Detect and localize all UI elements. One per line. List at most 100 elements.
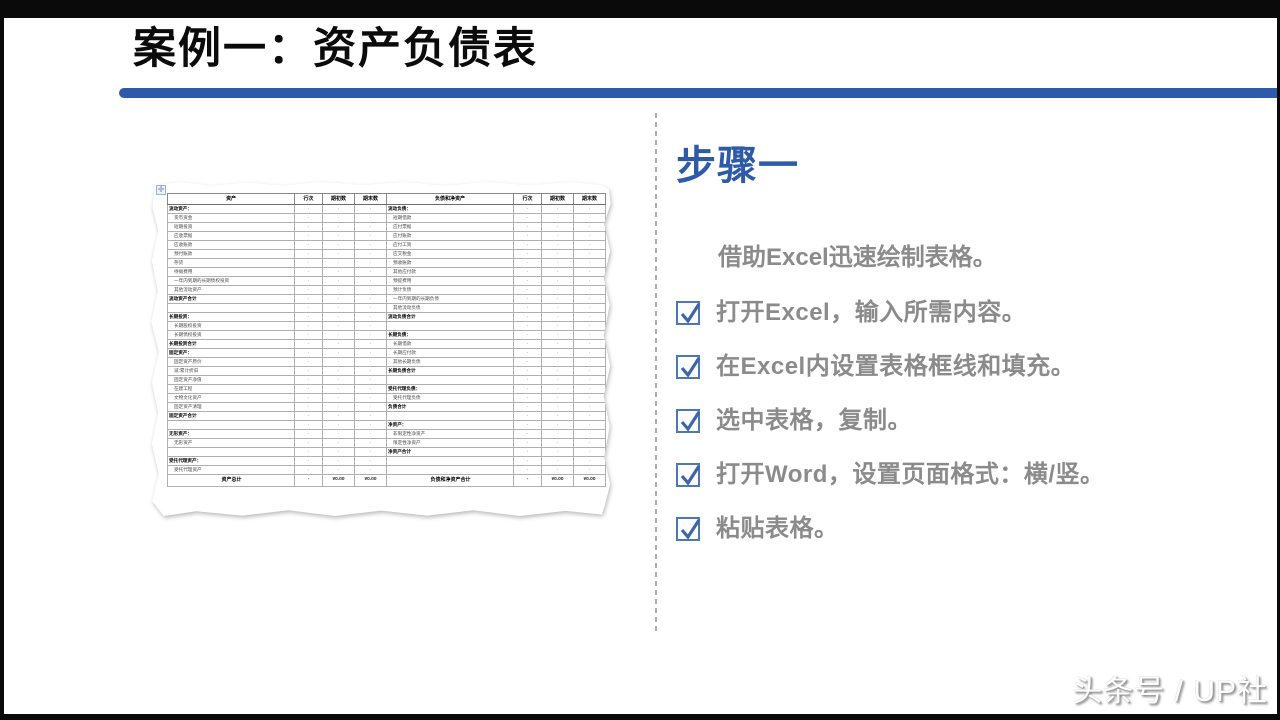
table-row: 文物文化资产 - - - 受托代理负债 - - - bbox=[167, 393, 606, 403]
table-cell: 其他应付款 bbox=[386, 267, 514, 277]
table-cell: - bbox=[294, 258, 323, 268]
table-cell: - bbox=[322, 213, 355, 223]
table-cell: - bbox=[541, 411, 574, 421]
table-cell: 流动负债： bbox=[386, 204, 514, 214]
table-cell: - bbox=[294, 465, 323, 475]
table-cell: - bbox=[322, 366, 355, 376]
table-cell: 短期投资 bbox=[167, 222, 295, 232]
table-cell: - bbox=[513, 348, 542, 358]
table-row: 流动资产合计 - - - 一年内到期的长期负债 - - - bbox=[167, 294, 606, 304]
table-cell: - bbox=[513, 240, 542, 250]
letterbox-right bbox=[1277, 0, 1280, 720]
table-cell: 固定资产合计 bbox=[167, 411, 295, 421]
table-cell: - bbox=[322, 420, 355, 430]
checklist-item: 选中表格，复制。 bbox=[676, 406, 1262, 436]
table-cell: - bbox=[294, 276, 323, 286]
table-cell: ¥0.00 bbox=[573, 474, 606, 487]
table-cell: - bbox=[573, 204, 606, 214]
table-cell: - bbox=[573, 339, 606, 349]
table-cell: 预计负债 bbox=[386, 285, 514, 295]
table-row: 受托代理资产 - - - - - - bbox=[167, 465, 606, 475]
table-cell: - bbox=[513, 438, 542, 448]
table-cell: - bbox=[573, 213, 606, 223]
table-cell: - bbox=[354, 348, 387, 358]
table-cell: - bbox=[573, 411, 606, 421]
table-cell: - bbox=[354, 429, 387, 439]
letterbox-top bbox=[0, 0, 1280, 18]
table-cell: - bbox=[294, 357, 323, 367]
table-move-anchor-icon: ✛ bbox=[156, 185, 166, 195]
table-cell: - bbox=[513, 321, 542, 331]
table-cell: - bbox=[294, 411, 323, 421]
table-cell: 受托代理资产 bbox=[167, 465, 295, 475]
table-cell: - bbox=[294, 231, 323, 241]
table-cell: - bbox=[573, 276, 606, 286]
table-cell: - bbox=[294, 474, 323, 487]
table-cell: - bbox=[354, 276, 387, 286]
table-header-cell: 行次 bbox=[513, 193, 542, 205]
table-cell: - bbox=[541, 339, 574, 349]
table-row: - - - 其他流动负债 - - - bbox=[167, 303, 606, 313]
table-cell: - bbox=[294, 375, 323, 385]
table-cell: 应收账款 bbox=[167, 240, 295, 250]
table-cell: - bbox=[573, 357, 606, 367]
table-cell: ¥0.00 bbox=[541, 474, 574, 487]
table-cell: - bbox=[513, 204, 542, 214]
table-cell: - bbox=[513, 429, 542, 439]
table-cell: - bbox=[513, 339, 542, 349]
table-cell: - bbox=[354, 258, 387, 268]
table-row: 长期投资合计 - - - 长期借款 - - - bbox=[167, 339, 606, 349]
table-cell: - bbox=[513, 258, 542, 268]
table-cell: - bbox=[322, 456, 355, 466]
table-cell: - bbox=[541, 312, 574, 322]
table-row: - - - 净资产： - - - bbox=[167, 420, 606, 430]
table-cell: - bbox=[513, 402, 542, 412]
table-cell bbox=[386, 465, 514, 475]
table-cell bbox=[167, 303, 295, 313]
table-cell: - bbox=[513, 294, 542, 304]
table-cell: - bbox=[354, 438, 387, 448]
table-cell: - bbox=[354, 321, 387, 331]
table-row: 存货 - - - 预收账款 - - - bbox=[167, 258, 606, 268]
table-cell: - bbox=[294, 348, 323, 358]
table-cell: - bbox=[354, 294, 387, 304]
table-cell: - bbox=[322, 438, 355, 448]
table-cell: - bbox=[541, 303, 574, 313]
table-cell: 负债合计 bbox=[386, 402, 514, 412]
table-cell: - bbox=[294, 456, 323, 466]
table-cell: 一年内到期的长期负债 bbox=[386, 294, 514, 304]
table-cell: - bbox=[354, 267, 387, 277]
table-header-cell: 资产 bbox=[167, 193, 295, 205]
table-cell: 固定资产原价 bbox=[167, 357, 295, 367]
table-cell: - bbox=[322, 312, 355, 322]
table-cell: - bbox=[294, 285, 323, 295]
table-cell bbox=[386, 411, 514, 421]
table-row: 应收账款 - - - 应付工资 - - - bbox=[167, 240, 606, 250]
table-cell: - bbox=[294, 429, 323, 439]
steps-panel: 步骤一 借助Excel迅速绘制表格。 打开Excel，输入所需内容。 在Exce… bbox=[676, 140, 1262, 568]
table-cell: - bbox=[573, 285, 606, 295]
table-cell: - bbox=[354, 366, 387, 376]
table-cell: - bbox=[541, 465, 574, 475]
table-cell: - bbox=[322, 258, 355, 268]
table-cell: - bbox=[294, 204, 323, 214]
table-cell: - bbox=[322, 321, 355, 331]
table-cell: 应付票据 bbox=[386, 222, 514, 232]
table-cell: - bbox=[294, 294, 323, 304]
table-cell: - bbox=[294, 312, 323, 322]
table-cell: - bbox=[541, 393, 574, 403]
table-cell bbox=[386, 375, 514, 385]
table-cell: 长期负债合计 bbox=[386, 366, 514, 376]
table-cell: - bbox=[573, 258, 606, 268]
table-cell: - bbox=[354, 222, 387, 232]
table-cell: - bbox=[573, 420, 606, 430]
table-cell: - bbox=[513, 456, 542, 466]
table-row: 短期投资 - - - 应付票据 - - - bbox=[167, 222, 606, 232]
table-row: 长期股权投资 - - - - - - bbox=[167, 321, 606, 331]
table-cell: - bbox=[541, 276, 574, 286]
table-row: 货币资金 - - - 短期借款 - - - bbox=[167, 213, 606, 223]
table-row: - - - 净资产合计 - - - bbox=[167, 447, 606, 457]
table-cell: - bbox=[513, 330, 542, 340]
table-cell: - bbox=[354, 285, 387, 295]
table-cell bbox=[167, 420, 295, 430]
